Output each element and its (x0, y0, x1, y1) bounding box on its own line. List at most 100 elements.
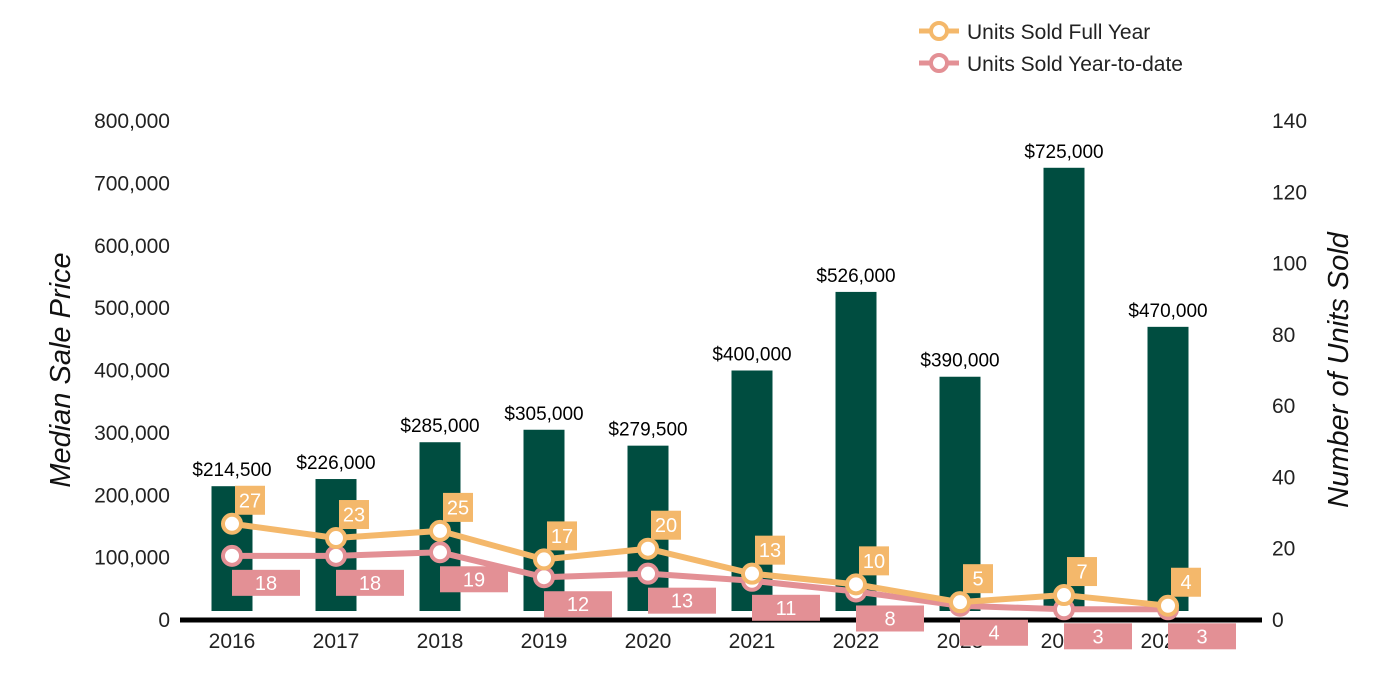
y-tick-label: 700,000 (94, 172, 170, 195)
series-point (429, 541, 451, 564)
y2-tick-label: 120 (1272, 181, 1307, 204)
data-label-box (1064, 623, 1132, 650)
data-label: 3 (1092, 626, 1103, 648)
y2-tick-label: 80 (1272, 324, 1295, 347)
data-label-box (1067, 557, 1097, 587)
data-label: 5 (972, 569, 983, 591)
legend-marker-full-year (929, 21, 949, 41)
y2-tick-label: 20 (1272, 538, 1295, 561)
bar-value-label: $226,000 (296, 453, 375, 474)
bar (1147, 326, 1189, 611)
y-tick-label: 200,000 (94, 484, 170, 507)
series-full-year: 27 23 25 17 20 13 10 5 7 4 (221, 485, 1201, 617)
data-label: 18 (359, 573, 381, 595)
y-tick-label: 100,000 (94, 547, 170, 570)
series-year-to-date: 18 18 19 12 13 11 8 4 3 3 (221, 541, 1236, 650)
series-point (429, 519, 451, 542)
line-layer: 18 18 19 12 13 11 8 4 3 3 27 23 25 17 20 13 10 5 7 4 (221, 485, 1236, 650)
data-label-box (443, 492, 473, 522)
series-point (533, 548, 555, 571)
data-label-box (235, 485, 265, 515)
bar-value-labels: $214,500 $226,000 $285,000 $305,000 $279,500… (192, 142, 1207, 481)
data-label: 3 (1196, 626, 1207, 648)
bar-layer (211, 167, 1189, 611)
bar-value-label: $285,000 (400, 416, 479, 437)
bar-value-label: $400,000 (712, 345, 791, 366)
series-point (637, 562, 659, 585)
bar-value-label: $305,000 (504, 404, 583, 425)
data-label-box (963, 564, 993, 594)
y2-tick-label: 0 (1272, 609, 1284, 632)
bar-value-label: $279,500 (608, 420, 687, 441)
x-tick-label: 2018 (417, 630, 464, 653)
x-tick-label: 2016 (209, 630, 256, 653)
bar-value-label: $470,000 (1128, 301, 1207, 322)
y2-tick-label: 100 (1272, 253, 1307, 276)
data-label: 13 (759, 540, 781, 562)
data-label: 10 (863, 551, 885, 573)
data-label: 19 (463, 569, 485, 591)
data-label-box (651, 510, 681, 540)
y-tick-label: 300,000 (94, 422, 170, 445)
bar-value-label: $214,500 (192, 460, 271, 481)
data-label: 4 (1180, 572, 1191, 594)
y2-axis-title: Number of Units Sold (1323, 231, 1355, 507)
data-label: 12 (567, 594, 589, 616)
data-label-box (1171, 567, 1201, 597)
data-label-box (1168, 623, 1236, 650)
data-label: 4 (988, 623, 999, 645)
series-line (229, 549, 1171, 613)
data-label: 7 (1076, 562, 1087, 584)
series-point (1053, 584, 1075, 607)
legend-item-full-year: Units Sold Full Year (919, 21, 1150, 44)
data-label-box (752, 594, 820, 621)
data-label-box (648, 587, 716, 614)
series-point (533, 566, 555, 589)
y2-tick-label: 40 (1272, 466, 1295, 489)
series-point (1157, 594, 1179, 617)
bar-value-label: $725,000 (1024, 142, 1103, 163)
legend-label-year-to-date: Units Sold Year-to-date (967, 53, 1183, 76)
data-label: 25 (447, 497, 469, 519)
x-axis-ticks: 2016201720182019202020212022202320242025… (209, 630, 1196, 653)
data-label-box (232, 569, 300, 596)
series-line (229, 520, 1171, 609)
series-point (221, 544, 243, 567)
y-tick-label: 0 (158, 609, 170, 632)
y-tick-label: 600,000 (94, 235, 170, 258)
x-tick-label: 2022 (833, 630, 880, 653)
data-label-box (547, 521, 577, 551)
x-tick-label: 2020 (625, 630, 672, 653)
y-tick-label: 400,000 (94, 360, 170, 383)
legend-marker-year-to-date (929, 53, 949, 73)
series-point (325, 544, 347, 567)
data-label: 23 (343, 505, 365, 527)
data-label-box (755, 535, 785, 565)
data-label-box (856, 605, 924, 632)
series-point (637, 537, 659, 560)
series-point (741, 562, 763, 585)
data-label: 18 (255, 573, 277, 595)
bar (1043, 167, 1085, 611)
left-axis-ticks: 0 100,000 200,000 300,000 400,000 500,000 600,… (94, 110, 170, 632)
x-tick-label: 2019 (521, 630, 568, 653)
series-point (221, 512, 243, 535)
data-label: 13 (671, 591, 693, 613)
data-label-box (544, 591, 612, 618)
y-axis-title: Median Sale Price (45, 252, 77, 487)
series-point (325, 527, 347, 550)
x-tick-label: 2017 (313, 630, 360, 653)
data-label-box (336, 569, 404, 596)
data-label: 20 (655, 515, 677, 537)
bar-value-label: $390,000 (920, 351, 999, 372)
right-axis-ticks: 0 20 40 60 80 100 120 140 (1272, 110, 1307, 632)
y2-tick-label: 140 (1272, 110, 1307, 133)
series-point (949, 591, 971, 614)
data-label: 8 (884, 608, 895, 630)
data-label-box (960, 619, 1028, 646)
data-label-box (339, 500, 369, 530)
series-point (845, 573, 867, 596)
data-label: 17 (551, 526, 573, 548)
legend-label-full-year: Units Sold Full Year (967, 21, 1150, 44)
bar-value-label: $526,000 (816, 266, 895, 287)
